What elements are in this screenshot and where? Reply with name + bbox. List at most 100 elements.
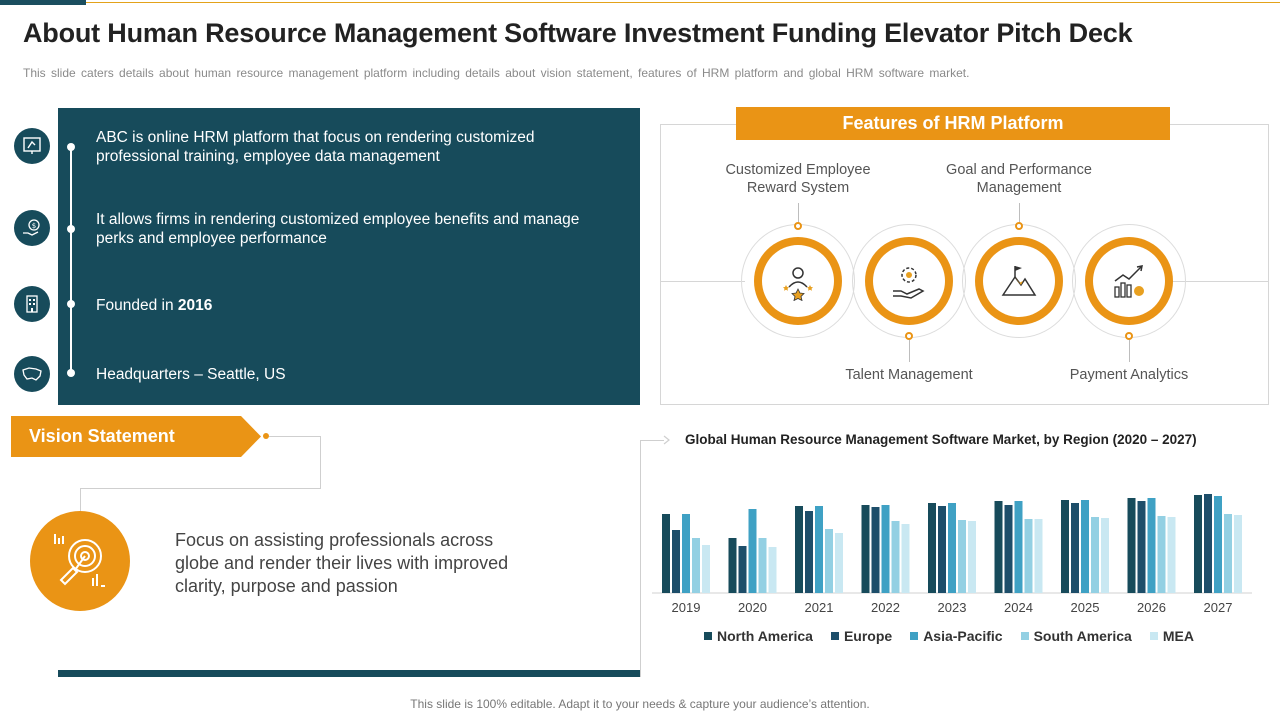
bar-mea-2023 xyxy=(968,521,976,593)
x-tick-label: 2021 xyxy=(805,600,834,615)
connector-stem xyxy=(1019,203,1020,225)
legend-swatch xyxy=(1020,632,1029,640)
bar-asia-pacific-2026 xyxy=(1147,498,1156,593)
legend-label: South America xyxy=(1033,628,1132,644)
bar-asia-pacific-2021 xyxy=(815,506,823,593)
connector-line xyxy=(640,440,664,441)
connector-stem xyxy=(1129,340,1130,362)
legend-swatch xyxy=(830,632,839,640)
legend-item: Europe xyxy=(830,628,893,644)
legend-swatch xyxy=(1149,632,1158,640)
chart-title: Global Human Resource Management Softwar… xyxy=(685,432,1197,447)
bar-europe-2024 xyxy=(1004,505,1013,593)
legend-item: South America xyxy=(1020,628,1132,644)
connector-stem xyxy=(798,203,799,225)
bar-mea-2027 xyxy=(1234,515,1242,593)
bar-mea-2026 xyxy=(1167,517,1176,593)
connector-dot xyxy=(794,222,802,230)
chevron-right-icon xyxy=(663,435,670,445)
timeline-dot xyxy=(67,225,75,233)
bar-europe-2027 xyxy=(1204,494,1212,593)
feature-ring xyxy=(865,237,953,325)
legend-label: MEA xyxy=(1162,628,1194,644)
bar-europe-2022 xyxy=(871,507,880,593)
legend-item: North America xyxy=(704,628,813,644)
connector-dot xyxy=(1125,332,1133,340)
top-accent-bar xyxy=(0,0,86,5)
bar-mea-2019 xyxy=(702,545,710,593)
bar-north-america-2021 xyxy=(795,506,803,593)
about-item-3-text: Founded in 2016 xyxy=(96,297,213,314)
x-tick-label: 2024 xyxy=(1004,600,1033,615)
feature-label-reward: Customized Employee Reward System xyxy=(725,162,871,196)
bar-europe-2026 xyxy=(1137,501,1146,593)
bar-mea-2021 xyxy=(835,533,843,593)
bar-north-america-2019 xyxy=(662,514,670,593)
feature-label-talent: Talent Management xyxy=(845,367,973,383)
bar-north-america-2023 xyxy=(928,503,936,593)
about-item-4-text: Headquarters – Seattle, US xyxy=(96,366,286,383)
growth-chart-icon xyxy=(1093,245,1165,317)
bar-asia-pacific-2024 xyxy=(1014,501,1023,593)
bar-asia-pacific-2020 xyxy=(748,509,757,593)
bar-south-america-2020 xyxy=(758,538,767,593)
svg-text:$: $ xyxy=(32,222,36,230)
legend-label: North America xyxy=(717,628,813,644)
mountain-flag-icon xyxy=(983,245,1055,317)
bar-asia-pacific-2022 xyxy=(881,505,890,593)
legend-swatch xyxy=(704,632,712,640)
bar-mea-2024 xyxy=(1034,519,1043,593)
legend-item: Asia-Pacific xyxy=(910,628,1003,644)
legend-swatch xyxy=(910,632,919,640)
bar-asia-pacific-2023 xyxy=(948,503,956,593)
legend-label: Asia-Pacific xyxy=(923,628,1003,644)
bar-europe-2021 xyxy=(805,511,813,593)
x-tick-label: 2019 xyxy=(672,600,701,615)
hand-gear-icon xyxy=(873,245,945,317)
bar-asia-pacific-2025 xyxy=(1081,500,1089,593)
connector-dot xyxy=(905,332,913,340)
bar-north-america-2022 xyxy=(861,505,870,593)
bar-north-america-2027 xyxy=(1194,495,1202,593)
timeline-dot xyxy=(67,300,75,308)
bar-south-america-2019 xyxy=(692,538,700,593)
connector-dot xyxy=(263,433,269,439)
bar-south-america-2027 xyxy=(1224,514,1232,593)
bar-south-america-2026 xyxy=(1157,516,1166,593)
bar-north-america-2024 xyxy=(994,501,1003,593)
market-bar-chart: 2019 2020 2021 2022 2023 2024 2025 2026 2027 xyxy=(652,494,1252,615)
bar-south-america-2022 xyxy=(891,521,900,593)
slide-subtitle: This slide caters details about human re… xyxy=(23,66,970,80)
slide-title: About Human Resource Management Software… xyxy=(23,18,1133,48)
legend-label: Europe xyxy=(843,628,893,644)
x-tick-label: 2020 xyxy=(738,600,767,615)
features-title: Features of HRM Platform xyxy=(736,107,1170,140)
timeline-dot xyxy=(67,143,75,151)
bar-asia-pacific-2019 xyxy=(682,514,690,593)
about-timeline-rail xyxy=(70,146,72,374)
x-tick-label: 2026 xyxy=(1137,600,1166,615)
x-tick-label: 2023 xyxy=(938,600,967,615)
x-tick-label: 2025 xyxy=(1071,600,1100,615)
bar-europe-2019 xyxy=(672,530,680,593)
bar-europe-2020 xyxy=(738,546,747,593)
usa-map-icon xyxy=(14,356,50,392)
bar-mea-2025 xyxy=(1101,518,1109,593)
divider-line xyxy=(640,440,641,677)
bar-north-america-2025 xyxy=(1061,500,1069,593)
x-tick-label: 2022 xyxy=(871,600,900,615)
about-item-2-text: It allows firms in rendering customized … xyxy=(96,211,580,247)
connector-line xyxy=(320,436,321,489)
dollar-hand-icon: $ xyxy=(14,210,50,246)
bar-asia-pacific-2027 xyxy=(1214,496,1222,593)
feature-label-goal: Goal and Performance Management xyxy=(946,162,1092,196)
chart-legend: North America Europe Asia-Pacific South Ame… xyxy=(704,628,1194,644)
feature-label-payment: Payment Analytics xyxy=(1069,367,1189,383)
about-item-1-text: ABC is online HRM platform that focus on… xyxy=(96,129,535,165)
bar-south-america-2021 xyxy=(825,529,833,593)
vision-banner xyxy=(11,416,261,457)
connector-line xyxy=(269,436,321,437)
bar-north-america-2026 xyxy=(1127,498,1136,593)
vision-label: Vision Statement xyxy=(29,426,175,446)
timeline-dot xyxy=(67,369,75,377)
